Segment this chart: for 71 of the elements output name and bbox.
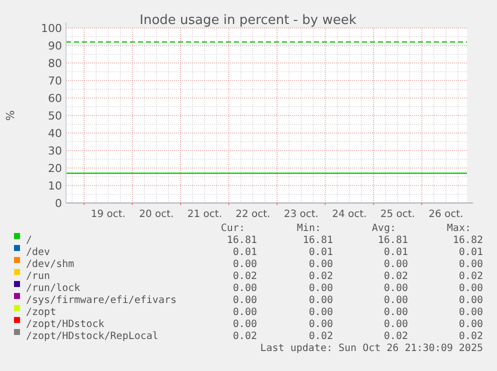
text: 0.00 [232,319,257,330]
text: 0.00 [458,307,483,318]
legend-label: /dev/shm [26,259,74,270]
text: 0.00 [308,283,333,294]
text: 0.02 [458,331,483,342]
chart-title: Inode usage in percent - by week [140,13,357,28]
text: Max: [446,223,471,234]
legend-label: /run/lock [26,283,80,294]
text: 0.00 [232,295,257,306]
y-tick-label: 0 [55,197,62,210]
text: Cur: [220,223,245,234]
text: Min: [296,223,321,234]
legend-label: / [26,235,32,246]
x-tick-label: 20 oct. [139,209,174,220]
text: 16.81 [302,235,333,246]
text: 0.00 [232,259,257,270]
legend-label: /dev [26,247,50,258]
text: 0.01 [232,247,257,258]
y-tick-label: 80 [48,57,62,70]
text: 0.02 [308,271,333,282]
text: 0.00 [458,319,483,330]
text: Avg: [372,223,396,234]
y-tick-label: 70 [48,74,62,88]
text: 0.00 [232,283,257,294]
text: 0.02 [232,331,257,342]
text: 16.81 [226,235,257,246]
legend-label: /zopt [26,307,56,318]
text: 0.02 [384,331,408,342]
text: 0.01 [458,247,483,258]
text: 0.00 [384,319,408,330]
x-tick-label: 26 oct. [428,209,464,220]
text: 0.02 [458,271,483,282]
text: 0.00 [384,295,408,306]
text: 0.01 [308,247,333,258]
y-tick-label: 50 [48,110,62,122]
y-tick-label: 100 [41,22,62,35]
text: 0.01 [384,247,408,258]
legend-label: /run [26,271,50,282]
y-tick-label: 20 [48,162,62,175]
x-tick-label: 21 oct. [187,209,222,220]
text: 0.00 [384,283,408,294]
text: 0.00 [458,295,483,306]
y-tick-label: 40 [48,127,62,140]
x-tick-label: 23 oct. [284,209,318,220]
text: 16.81 [378,235,408,246]
text: Last update: Sun Oct 26 21:30:09 2025 [260,343,483,354]
text: 0.00 [458,259,483,270]
x-tick-label: 22 oct. [236,209,270,220]
y-tick-label: 30 [48,144,62,158]
x-tick-label: 19 oct. [90,209,126,220]
text: 0.00 [384,307,408,318]
legend-label: /zopt/HDstock/RepLocal [26,331,158,342]
legend-label: /sys/firmware/efi/efivars [26,295,177,306]
text: 0.00 [308,259,333,270]
text: 16.82 [452,235,483,246]
text: 0.00 [384,259,408,270]
text: 0.02 [384,271,408,282]
text: 0.00 [308,295,333,306]
text: 0.00 [308,319,333,330]
legend-label: /zopt/HDstock [26,319,104,330]
text: 0.02 [232,271,257,282]
text: 0.00 [308,307,333,318]
y-axis-title: % [4,110,17,121]
y-tick-label: 60 [48,92,62,105]
text: 0.00 [232,307,257,318]
x-tick-label: 25 oct. [380,209,415,220]
y-tick-label: 90 [48,40,62,52]
y-tick-label: 10 [48,180,62,192]
x-tick-label: 24 oct. [332,209,367,220]
text: 0.00 [458,283,483,294]
text: 0.02 [308,331,333,342]
